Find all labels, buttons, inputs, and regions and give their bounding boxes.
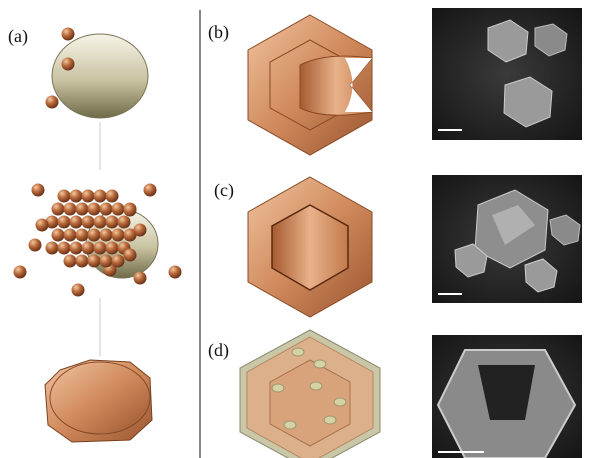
sphere: [99, 254, 113, 268]
sem-hollow: [478, 365, 535, 420]
cut-gap: [345, 58, 372, 112]
sphere: [111, 228, 125, 242]
sphere: [75, 254, 89, 268]
sphere: [87, 202, 101, 216]
sphere: [57, 241, 71, 255]
panel-label: (c): [214, 180, 234, 201]
sphere: [63, 254, 77, 268]
sphere: [51, 202, 65, 216]
sem-crystal: [549, 214, 581, 246]
sphere: [93, 189, 107, 203]
sphere: [133, 223, 147, 237]
dot: [309, 381, 323, 391]
shell-particle: [49, 361, 151, 435]
sphere: [111, 202, 125, 216]
sphere: [69, 241, 83, 255]
sphere: [87, 228, 101, 242]
sem-crystal: [534, 23, 568, 57]
sphere: [93, 215, 107, 229]
sphere: [57, 215, 71, 229]
sphere: [81, 189, 95, 203]
sphere: [45, 215, 59, 229]
sphere: [69, 215, 83, 229]
dot: [333, 397, 347, 407]
sphere-group: [13, 27, 182, 297]
sphere: [61, 27, 75, 41]
sphere: [99, 228, 113, 242]
sphere: [57, 189, 71, 203]
sphere: [75, 202, 89, 216]
sphere: [71, 283, 85, 297]
sphere: [105, 189, 119, 203]
sphere: [61, 57, 75, 71]
template-particle: [51, 33, 149, 119]
dot-group: [271, 347, 347, 430]
sphere: [45, 241, 59, 255]
sphere: [75, 228, 89, 242]
sphere: [31, 183, 45, 197]
dot: [271, 383, 285, 393]
sem-facet: [492, 205, 535, 245]
sphere: [81, 215, 95, 229]
dot: [313, 359, 327, 369]
sem-crystal: [524, 258, 558, 293]
sphere: [123, 203, 137, 217]
sphere: [69, 189, 83, 203]
sphere: [168, 265, 182, 279]
sphere: [117, 215, 131, 229]
hexagon-inner: [271, 204, 349, 291]
sphere: [123, 228, 137, 242]
sphere: [51, 228, 65, 242]
sem-crystal: [503, 76, 553, 128]
sphere: [13, 265, 27, 279]
sphere: [81, 241, 95, 255]
sphere: [63, 228, 77, 242]
sphere: [105, 241, 119, 255]
sphere: [133, 271, 147, 285]
sem-crystal: [454, 243, 488, 278]
sphere: [28, 238, 42, 252]
sphere: [143, 183, 157, 197]
sphere: [111, 254, 125, 268]
panel-label: (d): [208, 340, 229, 361]
sphere: [99, 202, 113, 216]
sphere: [35, 218, 49, 232]
sphere: [105, 215, 119, 229]
sphere: [45, 95, 59, 109]
panel-label: (a): [8, 26, 28, 47]
dot: [291, 347, 305, 357]
sphere: [63, 202, 77, 216]
panel-label: (b): [208, 22, 229, 43]
sphere: [93, 241, 107, 255]
dot: [323, 415, 337, 425]
sem-crystal: [487, 19, 529, 63]
sphere: [87, 254, 101, 268]
sphere: [123, 248, 137, 262]
dot: [283, 420, 297, 430]
